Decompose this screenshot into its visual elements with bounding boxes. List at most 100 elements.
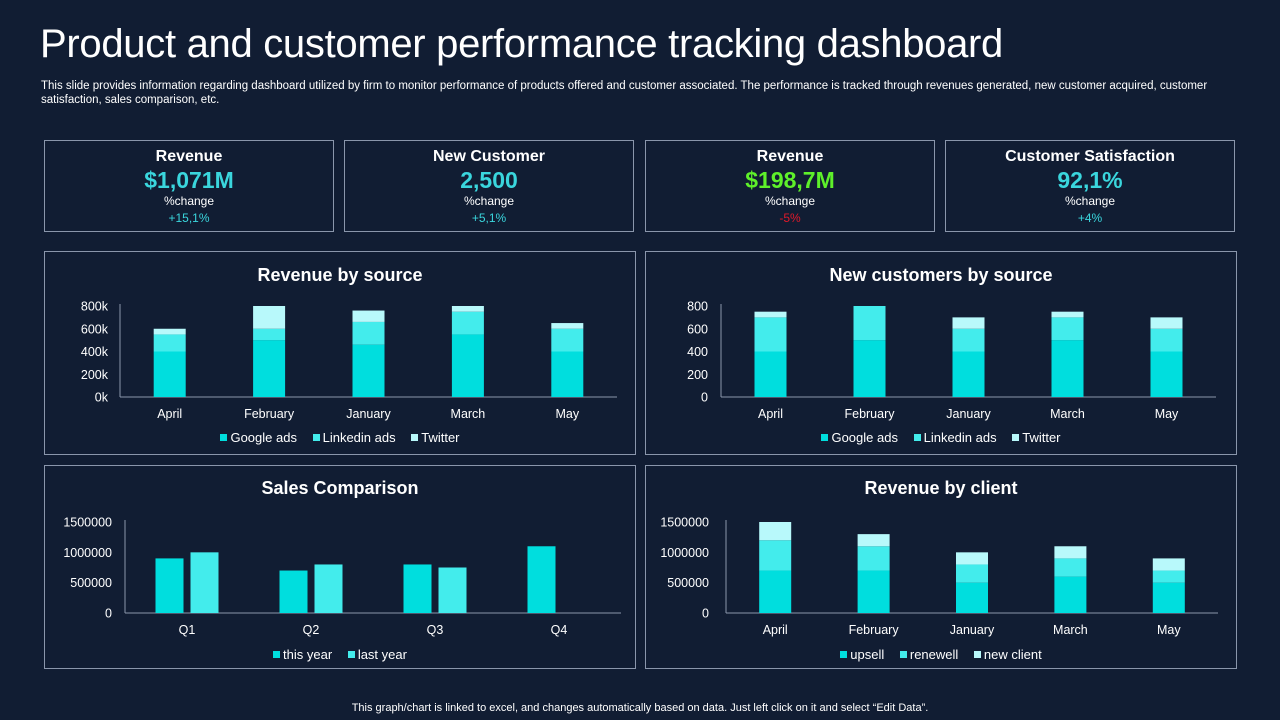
revenue-by-source-panel: Revenue by source 0k 200k 400k 600k 800k Apri… xyxy=(44,251,636,455)
kpi-card-customer-satisfaction: Customer Satisfaction 92,1% %change +4% xyxy=(945,140,1235,232)
x-tick-label: Q4 xyxy=(551,623,568,637)
bar-google-ads xyxy=(451,334,484,397)
bar-google-ads xyxy=(153,351,186,397)
page-title: Product and customer performance trackin… xyxy=(40,22,1004,66)
kpi-change-label: %change xyxy=(463,194,515,208)
legend-swatch xyxy=(411,434,419,442)
chart-title: New customers by source xyxy=(829,265,1053,285)
kpi-card-revenue: Revenue $1,071M %change +15,1% xyxy=(44,140,334,232)
y-tick-label: 600 xyxy=(687,322,708,336)
kpi-value: $1,071M xyxy=(144,167,234,193)
footer-note: This graph/chart is linked to excel, and… xyxy=(351,702,929,714)
x-tick-label: February xyxy=(844,407,895,421)
x-tick-label: January xyxy=(950,623,995,637)
bar-google-ads xyxy=(754,351,787,397)
legend-item: new client xyxy=(973,647,1042,662)
y-tick-label: 500000 xyxy=(70,576,112,590)
x-tick-label: Q1 xyxy=(179,623,196,637)
x-tick-label: January xyxy=(946,407,991,421)
bar-twitter xyxy=(352,310,385,322)
legend-swatch xyxy=(1012,434,1020,442)
x-tick-label: April xyxy=(157,407,182,421)
bar-linkedin-ads xyxy=(1150,328,1183,352)
kpi-label: Revenue xyxy=(756,148,824,165)
page-subtitle: This slide provides information regardin… xyxy=(41,80,1208,106)
x-tick-label: March xyxy=(1053,623,1088,637)
x-tick-label: Q2 xyxy=(303,623,320,637)
bar-upsell xyxy=(857,570,890,613)
legend-label: Linkedin ads xyxy=(322,430,396,445)
bar-linkedin-ads xyxy=(754,317,787,352)
legend-label: Google ads xyxy=(230,430,297,445)
bar-last-year xyxy=(190,552,219,613)
bar-twitter xyxy=(1051,311,1084,318)
bar-google-ads xyxy=(1150,351,1183,397)
x-tick-label: May xyxy=(1155,407,1179,421)
chart-legend: Google ads Linkedin ads Twitter xyxy=(646,430,1236,445)
kpi-label: Revenue xyxy=(155,148,223,165)
bar-twitter xyxy=(253,306,286,329)
y-tick-label: 1000000 xyxy=(63,546,112,560)
bar-google-ads xyxy=(1051,340,1084,397)
kpi-card-revenue-2: Revenue $198,7M %change -5% xyxy=(645,140,935,232)
legend-label: Google ads xyxy=(831,430,898,445)
bar-twitter xyxy=(1150,317,1183,329)
x-tick-label: March xyxy=(1050,407,1085,421)
sales-comparison-chart: 0 500000 1000000 1500000 Q1 Q2 Q3 Q4 xyxy=(63,516,621,637)
legend-label: renewell xyxy=(909,647,959,662)
legend-item: this year xyxy=(273,647,332,662)
legend-label: this year xyxy=(283,647,333,662)
bar-upsell xyxy=(1152,582,1185,613)
kpi-label: New Customer xyxy=(432,148,546,165)
kpi-value: 2,500 xyxy=(460,167,518,193)
x-tick-label: March xyxy=(451,407,486,421)
y-tick-label: 200 xyxy=(687,368,708,382)
x-tick-label: April xyxy=(758,407,783,421)
new-customers-by-source-panel: New customers by source 0 200 400 600 800 Apr… xyxy=(645,251,1237,455)
bar-new-client xyxy=(1152,558,1185,571)
y-tick-label: 400 xyxy=(687,345,708,359)
y-tick-label: 0 xyxy=(702,607,709,621)
legend-label: last year xyxy=(357,647,407,662)
legend-item: Linkedin ads xyxy=(913,430,997,445)
kpi-change: +15,1% xyxy=(168,211,210,225)
bar-new-client xyxy=(1054,546,1087,559)
legend-item: Twitter xyxy=(411,430,460,445)
legend-item: renewell xyxy=(899,647,959,662)
revenue-by-client-panel: Revenue by client 0 500000 1000000 1500000 A… xyxy=(645,465,1237,669)
legend-label: upsell xyxy=(850,647,885,662)
revenue-by-source-chart: 0k 200k 400k 600k 800k April February January Ma… xyxy=(81,300,617,421)
legend-swatch xyxy=(347,651,355,659)
y-tick-label: 500000 xyxy=(667,576,709,590)
x-tick-label: February xyxy=(849,623,900,637)
bar-google-ads xyxy=(551,351,584,397)
bar-linkedin-ads xyxy=(1051,317,1084,341)
bar-linkedin-ads xyxy=(352,321,385,345)
y-tick-label: 800k xyxy=(81,300,109,314)
kpi-value: $198,7M xyxy=(745,167,835,193)
bar-this-year xyxy=(527,546,556,613)
chart-legend: this year last year xyxy=(45,647,635,662)
kpi-change-label: %change xyxy=(163,194,215,208)
legend-swatch xyxy=(312,434,320,442)
kpi-card-new-customer: New Customer 2,500 %change +5,1% xyxy=(344,140,634,232)
x-tick-label: Q3 xyxy=(427,623,444,637)
x-tick-label: May xyxy=(1157,623,1181,637)
bar-renewell xyxy=(1054,558,1087,577)
bar-upsell xyxy=(759,570,792,613)
legend-label: Linkedin ads xyxy=(923,430,997,445)
bar-this-year xyxy=(155,558,184,613)
legend-swatch xyxy=(821,434,829,442)
y-tick-label: 600k xyxy=(81,322,109,336)
kpi-change: +4% xyxy=(1077,211,1103,225)
y-tick-label: 800 xyxy=(687,300,708,314)
legend-label: new client xyxy=(983,647,1042,662)
chart-legend: upsell renewell new client xyxy=(646,647,1236,662)
bar-this-year xyxy=(403,564,432,613)
legend-item: Linkedin ads xyxy=(312,430,396,445)
bar-linkedin-ads xyxy=(253,328,286,341)
x-tick-label: January xyxy=(346,407,391,421)
bar-linkedin-ads xyxy=(153,334,186,352)
legend-swatch xyxy=(840,651,848,659)
kpi-value: 92,1% xyxy=(1057,167,1123,193)
